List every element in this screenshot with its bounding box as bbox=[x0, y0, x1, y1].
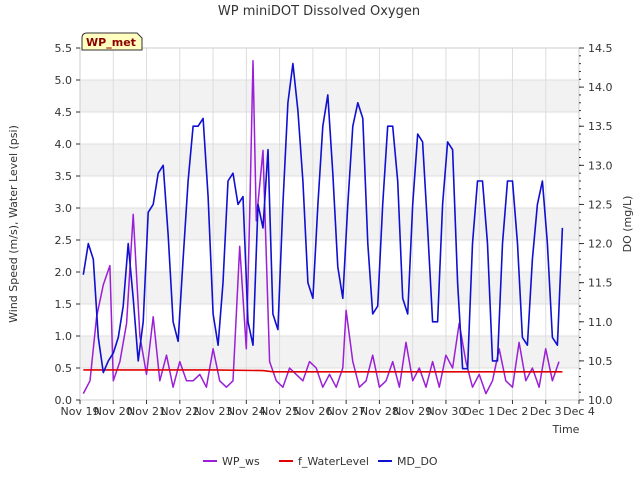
left-tick-label: 4.5 bbox=[55, 106, 73, 119]
plot-band bbox=[80, 368, 579, 400]
x-tick-label: Nov 29 bbox=[393, 405, 432, 418]
series-line-wp-ws bbox=[82, 60, 560, 395]
plot-band bbox=[80, 80, 579, 112]
right-tick-label: 11.0 bbox=[588, 316, 613, 329]
x-tick-label: Nov 28 bbox=[360, 405, 399, 418]
left-tick-label: 0.5 bbox=[55, 362, 73, 375]
series-layer bbox=[82, 60, 564, 395]
right-tick-label: 10.5 bbox=[588, 355, 613, 368]
plot-band bbox=[80, 304, 579, 336]
plot-background bbox=[80, 48, 579, 400]
y-axis-left-title: Wind Speed (m/s), Water Level (psi) bbox=[7, 125, 20, 323]
plot-band bbox=[80, 336, 579, 368]
left-axis: 0.0 0.5 1.0 1.5 2.0 2.5 3.0 3.5 4.0 4.5 5.0 5.5 bbox=[55, 42, 80, 407]
x-tick-label: Nov 26 bbox=[293, 405, 332, 418]
x-tick-label: Dec 3 bbox=[530, 405, 562, 418]
right-tick-label: 12.5 bbox=[588, 198, 613, 211]
left-tick-label: 1.5 bbox=[55, 298, 73, 311]
left-tick-label: 1.0 bbox=[55, 330, 73, 343]
x-axis-title: Time bbox=[552, 423, 580, 436]
plot-band bbox=[80, 176, 579, 208]
legend: WP_ws f_WaterLevel MD_DO bbox=[203, 455, 438, 468]
chart-title: WP miniDOT Dissolved Oxygen bbox=[218, 4, 420, 19]
x-tick-label: Nov 22 bbox=[160, 405, 199, 418]
plot-band bbox=[80, 48, 579, 80]
plot-band bbox=[80, 240, 579, 272]
legend-label: MD_DO bbox=[397, 455, 438, 468]
right-tick-label: 14.0 bbox=[588, 81, 613, 94]
plot-band bbox=[80, 144, 579, 176]
left-tick-label: 5.5 bbox=[55, 42, 73, 55]
x-tick-label: Dec 1 bbox=[463, 405, 495, 418]
left-tick-label: 4.0 bbox=[55, 138, 73, 151]
x-tick-label: Nov 23 bbox=[194, 405, 233, 418]
x-tick-label: Nov 25 bbox=[260, 405, 299, 418]
plot-frame bbox=[79, 47, 580, 401]
right-tick-label: 13.0 bbox=[588, 159, 613, 172]
x-tick-label: Dec 4 bbox=[563, 405, 595, 418]
x-tick-label: Nov 19 bbox=[61, 405, 100, 418]
x-tick-label: Nov 24 bbox=[227, 405, 266, 418]
plot-band bbox=[80, 208, 579, 240]
x-tick-label: Nov 30 bbox=[426, 405, 465, 418]
left-tick-label: 0.0 bbox=[55, 394, 73, 407]
left-tick-label: 5.0 bbox=[55, 74, 73, 87]
series-line-md-do bbox=[82, 62, 564, 374]
x-tick-label: Dec 2 bbox=[497, 405, 529, 418]
right-tick-label: 14.5 bbox=[588, 42, 613, 55]
left-tick-label: 3.5 bbox=[55, 170, 73, 183]
site-badge: WP_met bbox=[81, 32, 143, 51]
right-tick-label: 11.5 bbox=[588, 277, 613, 290]
left-tick-label: 3.0 bbox=[55, 202, 73, 215]
x-tick-label: Nov 20 bbox=[94, 405, 133, 418]
legend-label: WP_ws bbox=[222, 455, 260, 468]
legend-label: f_WaterLevel bbox=[298, 455, 369, 468]
series-line-f-waterlevel bbox=[83, 369, 563, 373]
right-tick-label: 10.0 bbox=[588, 394, 613, 407]
plot-band bbox=[80, 272, 579, 304]
site-badge-label: WP_met bbox=[86, 36, 136, 49]
right-axis: 10.0 10.5 11.0 11.5 12.0 12.5 13.0 13.5 14.0 14.5 bbox=[579, 42, 613, 407]
x-tick-label: Nov 27 bbox=[327, 405, 366, 418]
left-tick-label: 2.5 bbox=[55, 234, 73, 247]
y-axis-right-title: DO (mg/L) bbox=[621, 196, 634, 253]
left-tick-label: 2.0 bbox=[55, 266, 73, 279]
x-tick-label: Nov 21 bbox=[127, 405, 166, 418]
right-tick-label: 12.0 bbox=[588, 238, 613, 251]
right-tick-label: 13.5 bbox=[588, 120, 613, 133]
